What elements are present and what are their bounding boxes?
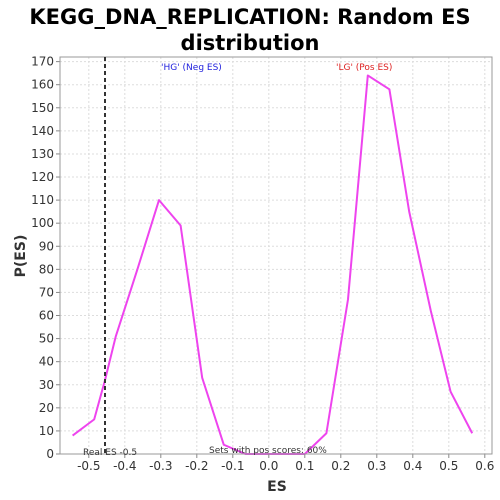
x-axis-label: ES [267, 479, 287, 495]
y-tick-label: 170 [31, 55, 54, 69]
y-tick-label: 150 [31, 101, 54, 115]
y-tick-label: 120 [31, 170, 54, 184]
chart-title-line1: KEGG_DNA_REPLICATION: Random ES [29, 5, 471, 29]
pos-scores-label: Sets with pos scores: 60% [209, 446, 327, 456]
y-tick-label: 50 [39, 332, 54, 346]
y-tick-label: 160 [31, 78, 54, 92]
x-tick-label: -0.3 [149, 459, 172, 473]
y-tick-label: 90 [39, 239, 54, 253]
x-tick-label: -0.1 [221, 459, 244, 473]
x-tick-label: -0.5 [77, 459, 100, 473]
pos-es-label: 'LG' (Pos ES) [336, 63, 392, 73]
x-tick-label: 0.2 [331, 459, 350, 473]
axes [56, 56, 493, 458]
y-tick-label: 100 [31, 216, 54, 230]
x-tick-label: 0.5 [439, 459, 458, 473]
y-tick-label: 40 [39, 355, 54, 369]
real-es-label: Real ES -0.5 [83, 448, 137, 458]
x-tick-label: 0.1 [295, 459, 314, 473]
grid [60, 57, 492, 455]
y-tick-label: 130 [31, 147, 54, 161]
y-tick-label: 140 [31, 124, 54, 138]
neg-es-label: 'HG' (Neg ES) [161, 63, 222, 73]
y-axis-label: P(ES) [13, 235, 29, 278]
x-tick-label: 0.0 [259, 459, 278, 473]
y-tick-label: 60 [39, 309, 54, 323]
x-tick-label: 0.4 [403, 459, 422, 473]
plot-area [60, 57, 492, 454]
y-tick-label: 80 [39, 262, 54, 276]
y-tick-label: 30 [39, 378, 54, 392]
y-tick-label: 110 [31, 193, 54, 207]
chart-title-line2: distribution [180, 31, 320, 55]
x-tick-label: 0.6 [475, 459, 494, 473]
annotations: 'HG' (Neg ES) 'LG' (Pos ES) Real ES -0.5… [83, 57, 392, 458]
plot-background [60, 57, 492, 454]
y-tick-label: 0 [46, 447, 54, 461]
plot-frame [59, 56, 493, 455]
y-tick-label: 70 [39, 285, 54, 299]
chart-title: KEGG_DNA_REPLICATION: Random ES distribu… [0, 4, 500, 56]
y-tick-label: 10 [39, 424, 54, 438]
tick-labels: -0.5 -0.4 -0.3 -0.2 -0.1 0.0 0.1 0.2 0.3 0.4 0.5 0.… [31, 55, 494, 473]
x-tick-label: -0.2 [185, 459, 208, 473]
y-tick-label: 20 [39, 401, 54, 415]
x-tick-label: -0.4 [113, 459, 136, 473]
x-tick-label: 0.3 [367, 459, 386, 473]
